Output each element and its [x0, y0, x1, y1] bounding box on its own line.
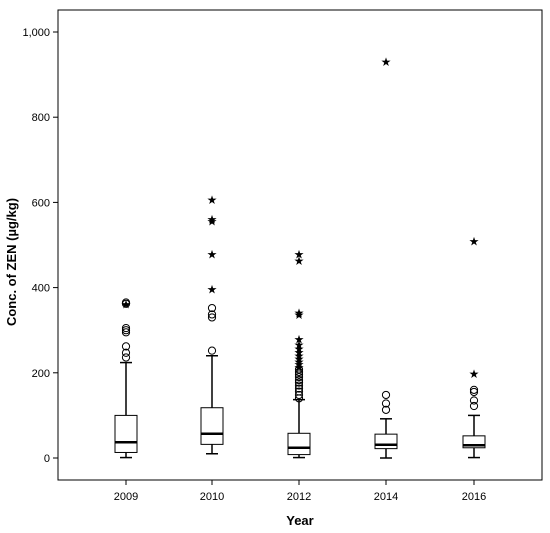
extreme-marker: ★ — [469, 235, 480, 249]
iqr-box — [462, 435, 486, 449]
outlier-marker — [121, 298, 131, 307]
outlier-marker — [121, 323, 131, 333]
outlier-marker — [294, 384, 304, 393]
outlier-marker — [207, 313, 217, 322]
iqr-box — [114, 414, 138, 453]
plot-frame — [57, 9, 543, 481]
box-2010: ★★★★★ — [200, 193, 224, 455]
extreme-marker: ★ — [294, 357, 305, 371]
extreme-marker: ★ — [294, 333, 305, 347]
extreme-marker: ★ — [294, 352, 305, 366]
iqr-box — [200, 407, 224, 445]
outlier-marker — [381, 390, 391, 400]
extreme-marker: ★ — [207, 248, 218, 262]
outlier-marker — [207, 310, 217, 319]
box-2009: ★ — [114, 297, 138, 459]
x-axis: 2009 2010 2012 2014 2016 — [114, 480, 486, 503]
extreme-marker: ★ — [294, 308, 305, 322]
extreme-marker: ★ — [294, 338, 305, 352]
x-tick-label: 2010 — [200, 491, 224, 503]
x-tick-label: 2009 — [114, 491, 138, 503]
extreme-marker: ★ — [469, 367, 480, 381]
y-tick-label: 600 — [32, 197, 50, 209]
outlier-marker — [294, 365, 304, 374]
outlier-marker — [121, 342, 131, 351]
extreme-marker: ★ — [294, 346, 305, 360]
outlier-marker — [207, 346, 217, 355]
outlier-marker — [207, 303, 217, 313]
extreme-marker: ★ — [294, 360, 305, 374]
outlier-marker — [294, 370, 304, 379]
x-tick-label: 2014 — [374, 491, 398, 503]
outlier-marker — [121, 353, 131, 362]
box-2016: ★★ — [462, 235, 486, 459]
extreme-marker: ★ — [381, 55, 392, 69]
box-2014: ★ — [374, 55, 398, 459]
outlier-marker — [294, 390, 304, 400]
x-axis-title: Year — [286, 513, 313, 528]
outlier-marker — [294, 378, 304, 387]
x-tick-label: 2016 — [462, 491, 486, 503]
y-axis: 0 200 400 600 800 1,000 — [22, 27, 58, 465]
outlier-marker — [121, 328, 131, 337]
extreme-marker: ★ — [207, 193, 218, 207]
y-tick-label: 1,000 — [22, 27, 50, 39]
outlier-marker — [294, 367, 304, 377]
extreme-marker: ★ — [294, 355, 305, 369]
outlier-marker — [381, 399, 391, 408]
outlier-marker — [294, 375, 304, 385]
extreme-marker: ★ — [294, 248, 305, 262]
x-tick-label: 2012 — [287, 491, 311, 503]
y-tick-label: 800 — [32, 112, 50, 124]
iqr-box — [374, 433, 398, 450]
y-tick-label: 200 — [32, 368, 50, 380]
outlier-marker — [469, 401, 479, 411]
outlier-marker — [294, 381, 304, 390]
y-axis-title: Conc. of ZEN (µg/kg) — [4, 198, 19, 326]
extreme-marker: ★ — [294, 254, 305, 268]
boxplot-series: ★★★★★★★★★★★★★★★★★★★★★★ — [114, 55, 486, 459]
outlier-marker — [121, 348, 131, 357]
outlier-marker — [469, 396, 479, 405]
y-tick-label: 400 — [32, 283, 50, 295]
extreme-marker: ★ — [207, 282, 218, 296]
extreme-marker: ★ — [294, 306, 305, 320]
iqr-box — [287, 432, 311, 456]
outlier-marker — [469, 387, 479, 397]
outlier-marker — [121, 326, 131, 335]
extreme-marker: ★ — [294, 342, 305, 356]
plot-area — [57, 9, 543, 481]
extreme-marker: ★ — [121, 297, 132, 311]
extreme-marker: ★ — [294, 349, 305, 363]
box-2012: ★★★★★★★★★★★★★ — [287, 248, 311, 459]
y-tick-label: 0 — [44, 453, 50, 465]
outlier-marker — [381, 405, 391, 414]
extreme-marker: ★ — [207, 213, 218, 227]
outlier-marker — [469, 385, 479, 394]
outlier-marker — [294, 387, 304, 396]
extreme-marker: ★ — [207, 215, 218, 229]
